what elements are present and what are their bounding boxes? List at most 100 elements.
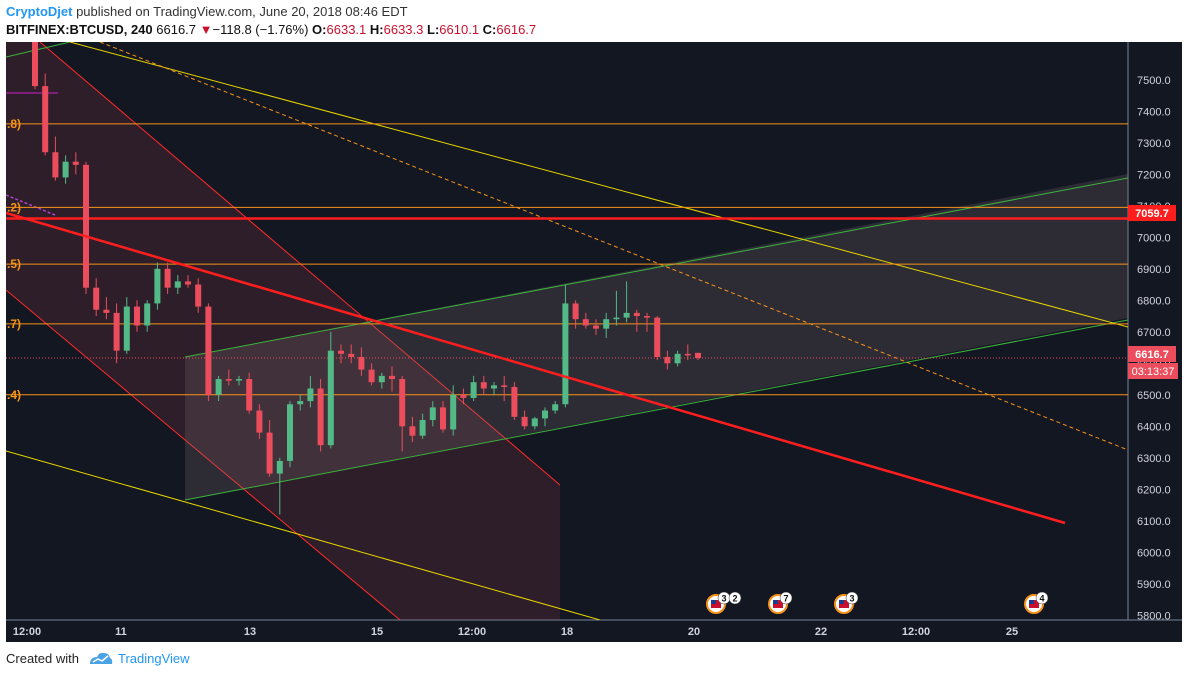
candle-body[interactable]: [144, 303, 151, 326]
candle-body[interactable]: [603, 319, 610, 329]
high-label: H:: [369, 22, 384, 37]
candle-body[interactable]: [419, 419, 426, 436]
author-link[interactable]: CryptoDjet: [6, 4, 73, 19]
red-thick-trendline[interactable]: [6, 211, 1066, 525]
candle-body[interactable]: [511, 386, 518, 417]
candle-body[interactable]: [664, 356, 671, 364]
time-axis[interactable]: [6, 620, 1182, 642]
candle-body[interactable]: [42, 86, 49, 153]
candle-body[interactable]: [103, 309, 110, 313]
candle-body[interactable]: [429, 407, 436, 420]
candle-body[interactable]: [491, 385, 497, 389]
candle-body[interactable]: [256, 410, 263, 433]
candle-body[interactable]: [593, 325, 599, 329]
candle-body[interactable]: [368, 369, 375, 383]
candle-body[interactable]: [440, 407, 446, 430]
last-price: 6616.7: [156, 22, 197, 37]
economic-event-badge[interactable]: 7: [768, 591, 793, 614]
candle-body[interactable]: [52, 152, 59, 178]
candle-body[interactable]: [134, 306, 140, 326]
ascending-channel-lower[interactable]: [184, 319, 1128, 501]
candle-body[interactable]: [470, 382, 477, 398]
candle-body[interactable]: [531, 418, 538, 427]
candle-body[interactable]: [623, 312, 630, 318]
candle-body[interactable]: [297, 401, 304, 405]
yellow-trendline-lower[interactable]: [6, 450, 601, 620]
candle-body[interactable]: [93, 287, 100, 310]
close-value: 6616.7: [496, 22, 537, 37]
candle-body[interactable]: [552, 404, 559, 411]
symbol-label[interactable]: BITFINEX:BTCUSD, 240: [6, 22, 153, 37]
candle-body[interactable]: [205, 306, 212, 395]
price-chart[interactable]: .8) .2) .5) .7) .4) 7500.0 7400.0 7300.0 7200.0…: [0, 42, 1188, 642]
descending-channel-lower[interactable]: [6, 289, 401, 620]
candle-body[interactable]: [327, 350, 334, 446]
price-axis[interactable]: [1128, 42, 1182, 620]
candle-body[interactable]: [378, 375, 385, 383]
tradingview-brand-link[interactable]: TradingView: [118, 651, 190, 666]
candle-body[interactable]: [695, 352, 701, 359]
candle-body[interactable]: [72, 161, 79, 165]
candle-body[interactable]: [572, 303, 579, 320]
candle-body[interactable]: [338, 350, 344, 354]
candle-body[interactable]: [644, 316, 650, 318]
time-tick-label: 12:00: [902, 626, 930, 638]
candle-body[interactable]: [307, 388, 314, 402]
price-tick-label: 5800.0: [1137, 610, 1171, 622]
candle-body[interactable]: [358, 356, 365, 370]
economic-event-badge[interactable]: 4: [1024, 591, 1049, 614]
candle-body[interactable]: [287, 404, 293, 461]
candle-body[interactable]: [501, 385, 508, 387]
candle-body[interactable]: [62, 161, 69, 178]
candle-body[interactable]: [317, 388, 324, 446]
time-tick-label: 20: [688, 626, 700, 638]
candle-body[interactable]: [32, 42, 38, 87]
candle-body[interactable]: [236, 379, 242, 381]
flag-canton-icon: [1029, 600, 1034, 604]
price-tick-label: 7000.0: [1137, 232, 1171, 244]
candle-body[interactable]: [674, 353, 681, 364]
candle-body[interactable]: [389, 375, 395, 380]
candle-body[interactable]: [409, 426, 416, 436]
candle-body[interactable]: [684, 353, 691, 356]
candle-body[interactable]: [633, 312, 640, 317]
candle-body[interactable]: [348, 353, 355, 357]
candle-body[interactable]: [83, 164, 89, 288]
candle-body[interactable]: [613, 317, 620, 320]
candle-body[interactable]: [154, 268, 161, 304]
price-tick-label: 5900.0: [1137, 579, 1171, 591]
event-count: 7: [783, 594, 788, 604]
candle-body[interactable]: [195, 284, 202, 307]
price-tick-label: 7400.0: [1137, 106, 1171, 118]
candle-body[interactable]: [185, 281, 191, 285]
candle-body[interactable]: [480, 382, 487, 389]
candle-body[interactable]: [225, 379, 232, 381]
candle-body[interactable]: [654, 317, 661, 357]
price-tick-label: 6500.0: [1137, 390, 1171, 402]
tradingview-logo-icon[interactable]: [88, 650, 114, 666]
candle-body[interactable]: [521, 416, 528, 427]
candle-body[interactable]: [276, 460, 283, 474]
candle-body[interactable]: [113, 312, 120, 351]
event-count-bubble: [845, 591, 859, 605]
candle-body[interactable]: [123, 306, 130, 351]
candle-body[interactable]: [174, 281, 181, 288]
event-count: 3: [849, 594, 854, 604]
candle-body[interactable]: [399, 379, 406, 427]
candle-body[interactable]: [450, 394, 457, 430]
candle-body[interactable]: [164, 268, 171, 288]
economic-event-badge[interactable]: 3: [706, 591, 731, 614]
event-count: 3: [721, 594, 726, 604]
descending-channel-upper[interactable]: [39, 42, 561, 486]
yellow-trendline-upper[interactable]: [69, 42, 1128, 328]
candle-body[interactable]: [246, 379, 253, 411]
economic-event-badge[interactable]: 3: [834, 591, 859, 614]
economic-event-badge[interactable]: 2: [728, 591, 742, 605]
candle-body[interactable]: [542, 410, 548, 419]
candle-body[interactable]: [582, 319, 589, 326]
candle-body[interactable]: [460, 394, 467, 398]
candle-body[interactable]: [215, 379, 222, 395]
candle-body[interactable]: [562, 303, 569, 405]
candle-body[interactable]: [266, 432, 273, 474]
orange-dashed-midline[interactable]: [99, 42, 1128, 451]
